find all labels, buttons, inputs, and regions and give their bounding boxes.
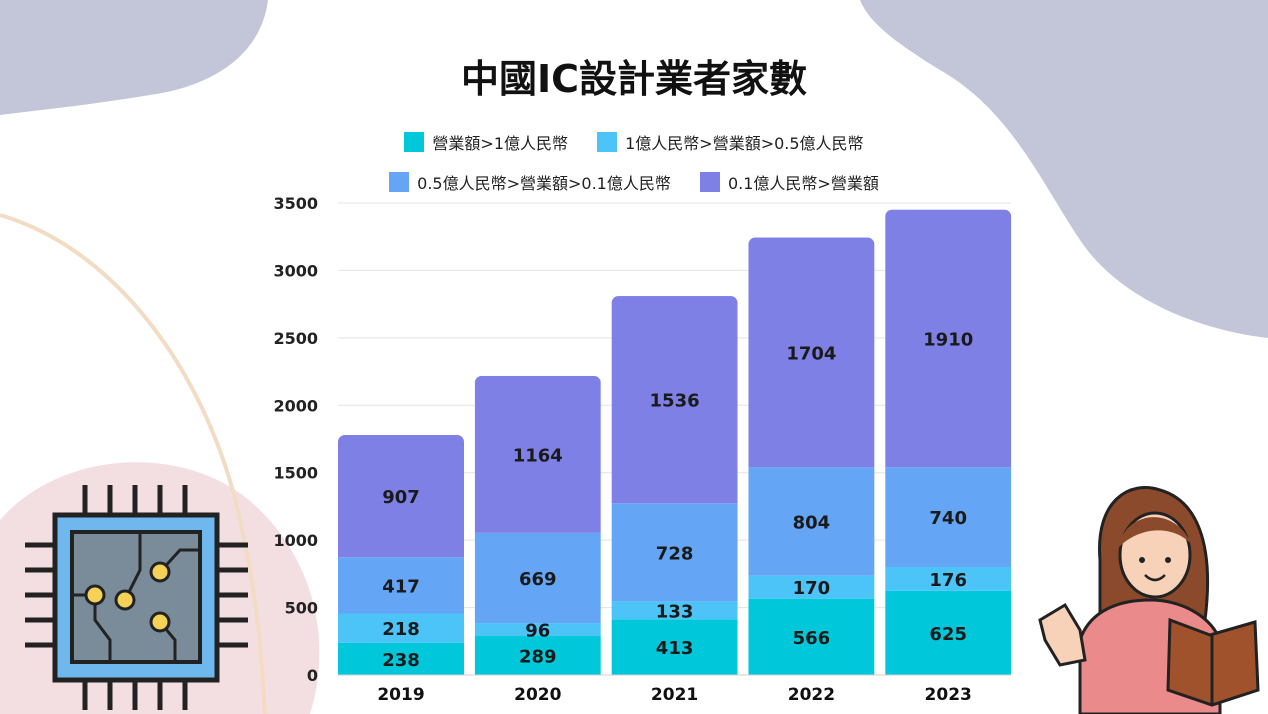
data-label: 1910 [923, 329, 973, 350]
bar-segment [474, 623, 601, 637]
data-label: 740 [929, 508, 967, 529]
bar-segment [338, 557, 464, 614]
legend-swatch [389, 172, 410, 192]
woman-reading-illustration [1038, 486, 1260, 714]
bar-segment [748, 467, 875, 576]
legend-label: 營業額>1億人民幣 [432, 134, 569, 153]
data-label: 625 [929, 624, 967, 645]
data-label: 907 [382, 487, 420, 508]
y-tick-label: 2000 [273, 396, 318, 415]
data-label: 1704 [786, 343, 836, 364]
bar-base-mask [338, 675, 464, 685]
bar-segment [748, 237, 875, 468]
bar-stack [611, 296, 738, 675]
grey-blob-top-right [860, 0, 1268, 338]
bar-stack [748, 237, 875, 675]
legend-label: 1億人民幣>營業額>0.5億人民幣 [625, 134, 864, 153]
data-label: 218 [382, 619, 420, 640]
chip-icon [25, 485, 248, 710]
legend-swatch [699, 172, 720, 192]
bar-stack [474, 375, 601, 675]
y-tick-label: 3000 [273, 261, 318, 280]
x-tick-label: 2023 [925, 685, 972, 705]
tan-curve [0, 213, 267, 714]
y-tick-label: 500 [285, 599, 318, 618]
grey-blob-top-left [0, 0, 268, 115]
bar-segment [338, 642, 464, 675]
legend-label: 0.5億人民幣>營業額>0.1億人民幣 [417, 174, 671, 193]
bar-segment [748, 598, 875, 675]
bar-segment [611, 296, 738, 504]
bar-stack [338, 434, 464, 675]
bar-base-mask [474, 675, 601, 685]
data-label: 133 [656, 601, 694, 622]
data-label: 238 [382, 650, 420, 671]
bar-base-mask [748, 675, 875, 685]
legend-item: 1億人民幣>營業額>0.5億人民幣 [597, 130, 864, 154]
bar-segment [474, 636, 601, 675]
bar-stack [885, 209, 1012, 675]
data-label: 804 [793, 513, 831, 534]
legend-label: 0.1億人民幣>營業額 [727, 174, 879, 193]
bar-segment [611, 619, 738, 675]
x-tick-label: 2019 [377, 685, 424, 705]
data-label: 1164 [513, 445, 563, 466]
data-label: 413 [656, 638, 694, 659]
legend-swatch [597, 132, 618, 152]
legend-item: 0.5億人民幣>營業額>0.1億人民幣 [389, 170, 671, 194]
legend-item: 0.1億人民幣>營業額 [699, 170, 879, 194]
bar-segment [474, 532, 601, 624]
bar-base-mask [885, 675, 1012, 685]
data-label: 1536 [650, 391, 700, 412]
bar-segment [885, 590, 1012, 675]
bar-segment [338, 613, 464, 643]
y-tick-label: 0 [307, 666, 318, 685]
y-tick-label: 3500 [273, 194, 318, 213]
bar-segment [885, 209, 1012, 468]
data-label: 96 [525, 621, 550, 642]
legend-row-2: 0.5億人民幣>營業額>0.1億人民幣 0.1億人民幣>營業額 [0, 170, 1268, 196]
bar-base-mask [611, 675, 738, 685]
x-tick-label: 2022 [788, 685, 835, 705]
legend-swatch [404, 132, 425, 152]
y-tick-label: 1000 [273, 531, 318, 550]
bar-segment [611, 503, 738, 602]
bar-segment [748, 575, 875, 599]
bar-segment [474, 375, 601, 533]
y-tick-label: 1500 [273, 464, 318, 483]
bar-segment [611, 601, 738, 620]
bar-segment [338, 434, 464, 558]
legend-row-1: 營業額>1億人民幣 1億人民幣>營業額>0.5億人民幣 [0, 130, 1268, 156]
x-tick-label: 2021 [651, 685, 698, 705]
x-tick-label: 2020 [514, 685, 561, 705]
data-label: 417 [382, 576, 420, 597]
bar-segment [885, 467, 1012, 567]
data-label: 176 [929, 570, 967, 591]
legend-item: 營業額>1億人民幣 [404, 130, 568, 154]
data-label: 728 [656, 543, 694, 564]
bar-segment [885, 566, 1012, 591]
data-label: 566 [793, 628, 831, 649]
y-tick-label: 2500 [273, 329, 318, 348]
data-label: 289 [519, 647, 557, 668]
data-label: 170 [793, 578, 831, 599]
data-label: 669 [519, 569, 557, 590]
chart-title: 中國IC設計業者家數 [460, 57, 808, 101]
